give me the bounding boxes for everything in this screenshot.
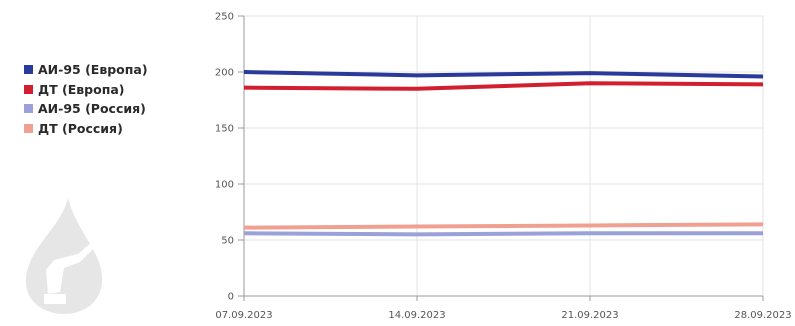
chart-legend: АИ-95 (Европа) ДТ (Европа) АИ-95 (Россия… xyxy=(24,60,148,138)
axis-layer: 0 50 100 150 200 250 07.09.2023 14.09.2023 21.09… xyxy=(215,12,792,322)
series-line-1 xyxy=(243,81,764,91)
legend-label: ДТ (Европа) xyxy=(38,81,125,97)
y-tick-label: 250 xyxy=(215,12,234,23)
x-tick-label: 21.09.2023 xyxy=(561,310,618,321)
series-line-3 xyxy=(243,222,764,230)
y-tick-label: 100 xyxy=(215,180,234,191)
oil-drop-fuel-nozzle-icon xyxy=(25,198,103,314)
grid-layer xyxy=(243,15,764,297)
series-layer xyxy=(243,70,764,237)
x-tick-label: 14.09.2023 xyxy=(388,310,445,321)
legend-item-dt-russia: ДТ (Россия) xyxy=(24,119,148,139)
legend-label: АИ-95 (Европа) xyxy=(38,62,148,78)
legend-swatch xyxy=(24,123,33,133)
y-tick-label: 50 xyxy=(221,236,234,247)
legend-item-dt-europe: ДТ (Европа) xyxy=(24,80,148,100)
y-tick-label: 200 xyxy=(215,68,234,79)
series-line-0 xyxy=(243,70,764,79)
x-tick-label: 07.09.2023 xyxy=(215,310,272,321)
y-tick-label: 0 xyxy=(228,292,234,303)
y-tick-label: 150 xyxy=(215,124,234,135)
series-line-2 xyxy=(243,231,763,237)
legend-label: АИ-95 (Россия) xyxy=(38,101,146,117)
legend-item-ai95-europe: АИ-95 (Европа) xyxy=(24,60,148,80)
legend-label: ДТ (Россия) xyxy=(38,120,123,136)
legend-swatch xyxy=(24,104,33,114)
legend-swatch xyxy=(24,84,33,94)
legend-item-ai95-russia: АИ-95 (Россия) xyxy=(24,99,148,119)
x-tick-label: 28.09.2023 xyxy=(734,310,791,321)
legend-swatch xyxy=(24,65,33,75)
